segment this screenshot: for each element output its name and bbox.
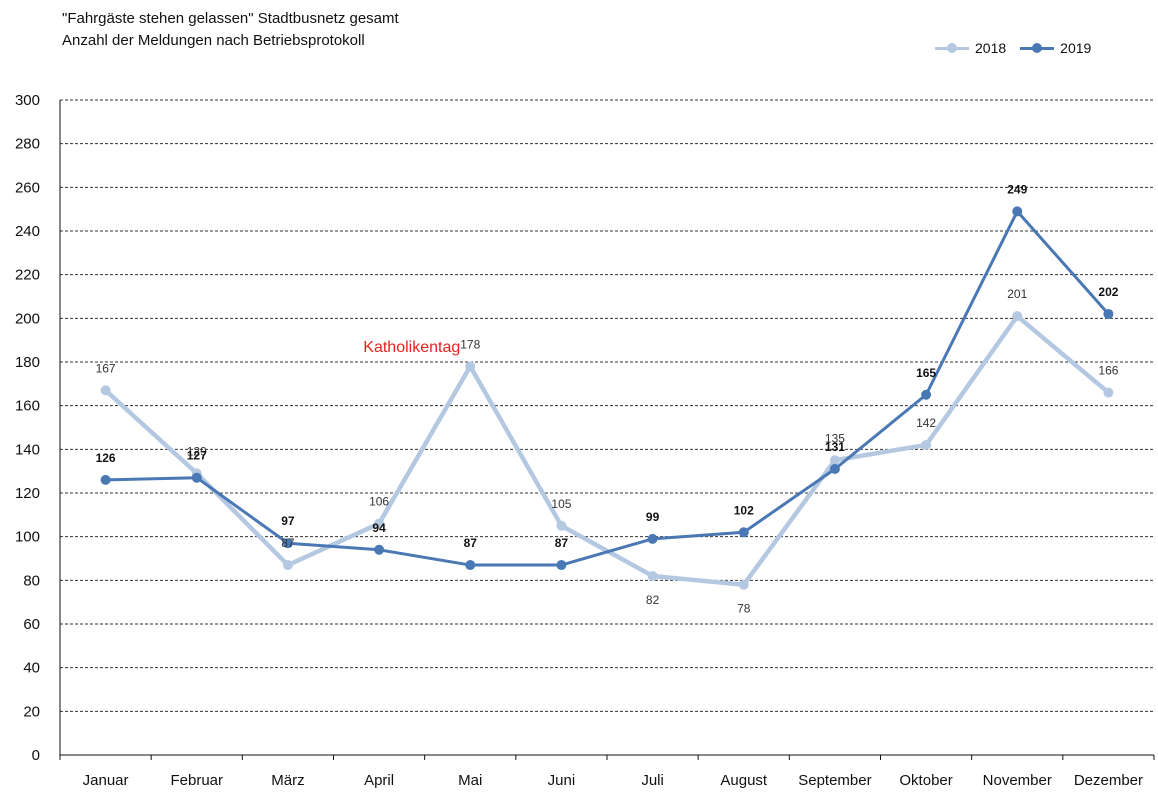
y-tick-label: 220: [15, 267, 40, 284]
legend-swatch-2018: [935, 42, 969, 54]
y-tick-label: 120: [15, 485, 40, 502]
y-tick-label: 40: [23, 660, 40, 677]
data-label-2018: 142: [916, 416, 936, 430]
data-label-2018: 167: [96, 361, 116, 375]
data-label-2018: 106: [369, 495, 389, 509]
x-tick-label: Juni: [548, 772, 576, 789]
data-point-2019: [1103, 308, 1114, 319]
data-label-2019: 99: [646, 510, 660, 524]
data-point-2018: [829, 455, 840, 466]
legend: 2018 2019: [935, 40, 1091, 56]
data-label-2018: 201: [1007, 287, 1027, 301]
x-tick-label: November: [983, 772, 1052, 789]
data-label-2019: 87: [555, 536, 569, 550]
x-tick-label: April: [364, 772, 394, 789]
data-point-2018: [1103, 387, 1114, 398]
x-tick-label: Mai: [458, 772, 482, 789]
data-label-2019: 202: [1098, 285, 1118, 299]
data-point-2019: [1012, 206, 1023, 217]
data-label-2018: 82: [646, 593, 660, 607]
data-point-2019: [465, 560, 476, 571]
data-label-2019: 97: [281, 514, 295, 528]
series-line-2019: [105, 209, 1110, 567]
y-tick-label: 160: [15, 398, 40, 415]
y-tick-label: 180: [15, 354, 40, 371]
data-point-2019: [556, 560, 567, 571]
data-point-2019: [191, 472, 202, 483]
x-tick-label: Oktober: [899, 772, 952, 789]
x-tick-label: August: [720, 772, 768, 789]
data-label-2019: 165: [916, 366, 936, 380]
x-tick-label: Juli: [641, 772, 664, 789]
legend-item-2018: 2018: [935, 40, 1006, 56]
data-label-2018: 178: [460, 337, 480, 351]
series-line-2018: [104, 313, 1110, 587]
legend-label-2018: 2018: [975, 40, 1007, 56]
data-point-2019: [100, 474, 111, 485]
data-point-2018: [556, 520, 567, 531]
data-point-2019: [921, 389, 932, 400]
data-point-2018: [1012, 311, 1023, 322]
y-tick-label: 280: [15, 136, 40, 153]
data-label-2018: 78: [737, 602, 751, 616]
y-tick-label: 20: [23, 703, 40, 720]
y-tick-label: 0: [32, 747, 40, 764]
y-tick-label: 240: [15, 223, 40, 240]
data-point-2019: [374, 544, 385, 555]
y-tick-label: 200: [15, 310, 40, 327]
legend-item-2019: 2019: [1020, 40, 1091, 56]
data-point-2018: [647, 570, 658, 581]
legend-label-2019: 2019: [1060, 40, 1092, 56]
x-tick-label: Januar: [83, 772, 129, 789]
chart-subtitle: Anzahl der Meldungen nach Betriebsprotok…: [62, 32, 365, 49]
data-point-2019: [738, 527, 749, 538]
y-tick-label: 100: [15, 529, 40, 546]
x-tick-label: Februar: [170, 772, 223, 789]
data-point-2018: [282, 560, 293, 571]
data-point-2018: [921, 439, 932, 450]
annotation-katholikentag: Katholikentag: [363, 339, 460, 356]
data-point-2018: [374, 518, 385, 529]
x-tick-label: Dezember: [1074, 772, 1143, 789]
y-tick-label: 60: [23, 616, 40, 633]
data-label-2018: 87: [281, 536, 295, 550]
data-point-2019: [647, 533, 658, 544]
data-label-2018: 135: [825, 431, 845, 445]
data-point-2019: [282, 538, 293, 549]
data-label-2018: 105: [551, 497, 571, 511]
y-tick-label: 300: [15, 92, 40, 109]
data-label-2019: 249: [1007, 182, 1027, 196]
data-label-2019: 102: [734, 503, 754, 517]
x-tick-label: März: [271, 772, 304, 789]
y-tick-label: 80: [23, 572, 40, 589]
data-label-2019: 87: [464, 536, 478, 550]
y-tick-label: 260: [15, 179, 40, 196]
data-label-2019: 131: [825, 440, 845, 454]
y-tick-label: 140: [15, 441, 40, 458]
data-point-2018: [738, 579, 749, 590]
chart-title: "Fahrgäste stehen gelassen" Stadtbusnetz…: [62, 10, 399, 27]
data-label-2019: 126: [96, 451, 116, 465]
data-point-2018: [100, 385, 111, 396]
data-point-2019: [829, 463, 840, 474]
chart-title-block: "Fahrgäste stehen gelassen" Stadtbusnetz…: [62, 8, 399, 52]
data-label-2019: 127: [187, 449, 207, 463]
data-point-2018: [465, 361, 476, 372]
data-label-2018: 129: [187, 444, 207, 458]
data-label-2019: 94: [372, 521, 386, 535]
legend-swatch-2019: [1020, 42, 1055, 54]
x-tick-label: September: [798, 772, 871, 789]
data-label-2018: 166: [1098, 364, 1118, 378]
